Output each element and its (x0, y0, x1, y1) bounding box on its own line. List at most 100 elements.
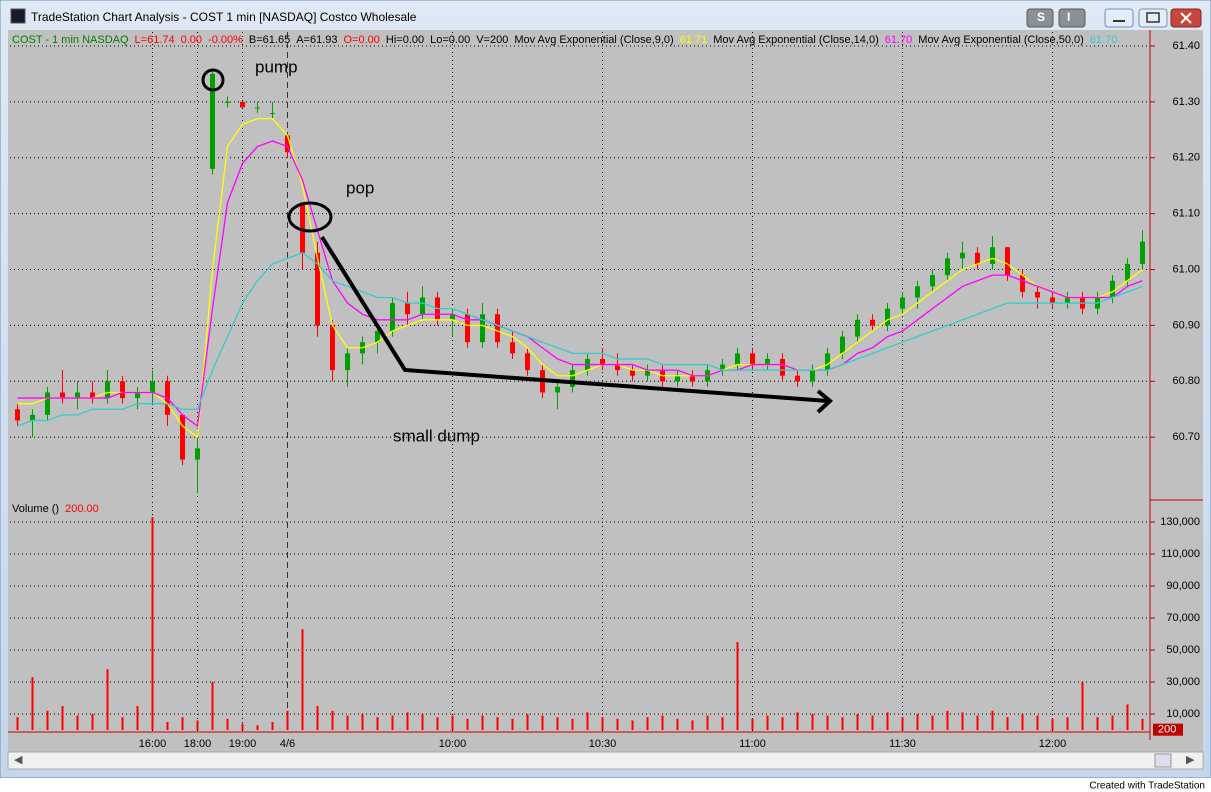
volume-bar (166, 722, 169, 730)
candle-body (300, 202, 305, 253)
candle-body (285, 135, 290, 153)
volume-bar (61, 706, 64, 730)
volume-bar (556, 717, 559, 730)
candle-body (855, 319, 860, 337)
candle-body (720, 364, 725, 371)
y-tick-label: 10,000 (1166, 708, 1200, 720)
quote-item: B=61.65 (248, 34, 291, 46)
volume-bar (31, 677, 34, 730)
volume-bar (931, 715, 934, 730)
candle-body (870, 319, 875, 326)
candle-body (735, 353, 740, 365)
scroll-thumb[interactable] (1154, 753, 1172, 768)
x-tick-label: 12:00 (1039, 738, 1067, 750)
candle-body (195, 448, 200, 460)
candle-body (210, 73, 215, 169)
s-button-label: S (1037, 10, 1045, 24)
volume-bar (496, 717, 499, 730)
volume-bar (676, 718, 679, 730)
volume-bar (661, 715, 664, 730)
maximize-button[interactable] (1138, 8, 1168, 28)
candle-body (60, 392, 65, 399)
candle-body (420, 297, 425, 315)
candle-body (480, 314, 485, 343)
volume-bar (391, 715, 394, 730)
volume-bar (196, 720, 199, 730)
plot: 60.70 60.80 60.90 61.00 61.10 61.20 61.30 61.40… (10, 32, 1200, 750)
candle-body (630, 370, 635, 376)
volume-bar (361, 714, 364, 730)
volume-bar (271, 722, 274, 730)
x-tick-label: 4/6 (280, 738, 295, 750)
legend-value: 61.70 (884, 34, 913, 46)
scrollbar[interactable] (7, 751, 1204, 770)
volume-bar (526, 714, 529, 730)
app-icon (10, 8, 26, 24)
candle-body (765, 358, 770, 365)
y-tick-label: 90,000 (1166, 580, 1200, 592)
volume-bar (586, 712, 589, 730)
volume-bar (1066, 717, 1069, 730)
volume-bar (796, 712, 799, 730)
s-button[interactable] (1026, 8, 1054, 28)
candle-body (1005, 247, 1010, 276)
candle-body (1020, 275, 1025, 292)
candle-body (510, 342, 515, 354)
volume-bar (301, 629, 304, 730)
legend-value: 61.70 (1089, 34, 1118, 46)
volume-bar (856, 714, 859, 730)
candle-body (240, 101, 245, 108)
volume-value: 200.00 (65, 503, 99, 515)
quote-item: A=61.93 (296, 34, 338, 46)
candle-body (180, 414, 185, 460)
candle-body (495, 314, 500, 343)
candle-body (270, 113, 275, 115)
volume-bar (406, 712, 409, 730)
scroll-right[interactable]: ▶ (1186, 754, 1195, 766)
volume-bar (826, 715, 829, 730)
symbol-title: COST - 1 min NASDAQ (12, 34, 129, 46)
annotation: pop (346, 178, 374, 197)
volume-bar (886, 712, 889, 730)
candle-body (945, 258, 950, 276)
candle-body (90, 392, 95, 399)
candle-body (615, 364, 620, 371)
volume-bar (706, 715, 709, 730)
volume-bar (76, 715, 79, 730)
candle-body (15, 409, 20, 421)
volume-bar (751, 718, 754, 730)
chart-area (8, 30, 1203, 752)
volume-bar (841, 717, 844, 730)
volume-bar (286, 710, 289, 730)
volume-bar (811, 714, 814, 730)
candle-body (1035, 291, 1040, 298)
candle-body (885, 308, 890, 326)
i-button-label: I (1067, 10, 1070, 24)
scroll-left[interactable]: ◀ (14, 754, 23, 766)
legend-value: 61.71 (679, 34, 708, 46)
volume-bar (1051, 718, 1054, 730)
volume-bar (121, 717, 124, 730)
candle-body (645, 370, 650, 376)
volume-bar (1006, 717, 1009, 730)
volume-bar (136, 706, 139, 730)
candle-body (1110, 280, 1115, 298)
candle-body (1050, 297, 1055, 304)
volume-bar (571, 718, 574, 730)
volume-bar (646, 717, 649, 730)
volume-bar (511, 718, 514, 730)
pop-circle (287, 201, 333, 233)
volume-bar (346, 715, 349, 730)
y-tick-label: 60.80 (1172, 375, 1200, 387)
candle-body (120, 381, 125, 399)
volume-bar (106, 669, 109, 730)
price-axis-area (1150, 30, 1203, 752)
ema-line (17, 252, 1143, 427)
minimize-button[interactable] (1104, 8, 1134, 28)
candle-body (30, 414, 35, 421)
x-tick-label: 10:30 (589, 738, 617, 750)
y-tick-label: 61.10 (1172, 208, 1200, 220)
candle-body (915, 286, 920, 298)
candle-body (45, 392, 50, 415)
i-button[interactable] (1058, 8, 1086, 28)
